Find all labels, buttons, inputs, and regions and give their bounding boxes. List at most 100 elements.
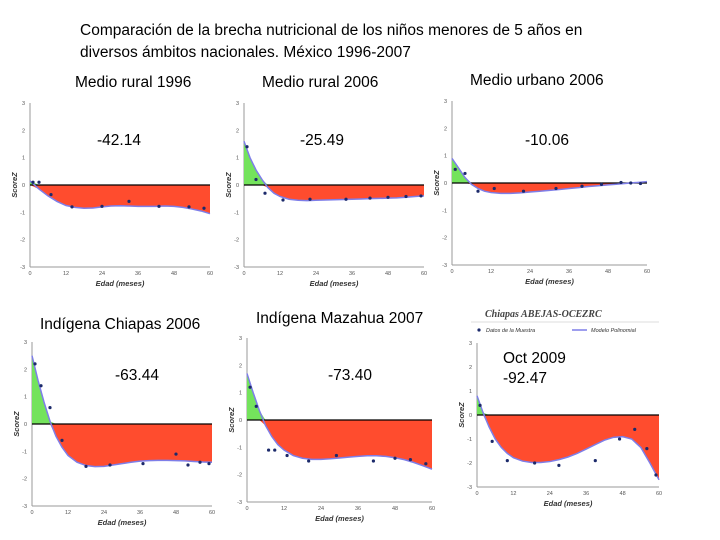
x-tick-label: 0 [245, 506, 248, 512]
surplus-area [30, 180, 210, 185]
y-tick-label: -1 [467, 437, 472, 443]
y-tick-label: -3 [467, 485, 472, 491]
x-tick-label: 12 [277, 271, 283, 277]
data-point [419, 194, 423, 198]
data-point [273, 448, 277, 452]
value-label-urbano-2006: -10.06 [525, 132, 569, 149]
data-point [281, 198, 285, 202]
x-tick-label: 48 [392, 506, 398, 512]
chart-abejas-ocezrc: 3 2 1 0 -1 -2 -3 0 12 24 36 48 60 Edad (meses) ScoreZ C… [455, 305, 667, 515]
x-tick-label: 12 [488, 269, 494, 275]
data-point [248, 385, 252, 389]
y-axis-title: ScoreZ [457, 402, 466, 428]
y-tick-label: 2 [239, 363, 242, 369]
x-tick-label: 24 [318, 506, 324, 512]
data-point [186, 463, 190, 467]
data-point [263, 191, 267, 195]
value-label-abejas-ocezrc: Oct 2009 -92.47 [503, 350, 566, 387]
data-point [453, 167, 457, 171]
x-tick-label: 48 [171, 271, 177, 277]
x-tick-label: 12 [65, 510, 71, 516]
panel-title-urbano-2006: Medio urbano 2006 [470, 72, 604, 89]
x-tick-label: 60 [644, 269, 650, 275]
y-tick-label: 3 [444, 99, 447, 105]
x-tick-label: 24 [99, 271, 105, 277]
x-tick-label: 60 [656, 491, 662, 497]
data-point [476, 189, 480, 193]
y-tick-label: -2 [234, 238, 239, 244]
deficit-area [477, 415, 659, 480]
data-point [245, 145, 249, 149]
deficit-area [244, 185, 424, 201]
y-tick-label: -1 [234, 210, 239, 216]
data-point [521, 189, 526, 193]
data-point [478, 403, 482, 407]
x-axis-title: Edad (meses) [96, 279, 145, 288]
y-tick-label: 1 [22, 156, 25, 162]
x-tick-label: 60 [429, 506, 435, 512]
data-point [554, 186, 558, 191]
data-point [33, 362, 37, 366]
y-tick-label: -3 [22, 504, 27, 510]
data-point [187, 205, 191, 209]
y-tick-label: 3 [469, 341, 472, 347]
x-tick-label: 48 [605, 269, 611, 275]
surplus-area [452, 158, 647, 183]
data-point [48, 406, 52, 410]
x-axis-title: Edad (meses) [544, 499, 593, 508]
series-curve [31, 355, 213, 468]
x-tick-label: 36 [349, 271, 355, 277]
legend-marker-points [477, 328, 481, 332]
data-point [334, 453, 339, 458]
y-tick-label: 2 [22, 128, 25, 134]
data-point [492, 186, 496, 191]
value-label-chiapas-2006: -63.44 [115, 367, 159, 384]
y-tick-label: -3 [237, 500, 242, 506]
value-label-rural-1996: -42.14 [97, 132, 141, 149]
y-axis-title: ScoreZ [224, 172, 233, 198]
y-tick-label: -1 [22, 449, 27, 455]
y-tick-label: 0 [236, 183, 239, 189]
y-tick-label: 1 [444, 154, 447, 160]
data-point [633, 427, 637, 431]
chart-rural-2006: 3 2 1 0 -1 -2 -3 0 12 24 36 48 60 Edad (meses) ScoreZ [222, 95, 432, 295]
data-point [31, 180, 35, 184]
y-axis-title: ScoreZ [12, 411, 21, 437]
data-point [285, 453, 289, 458]
x-tick-label: 48 [620, 491, 626, 497]
data-point [393, 456, 397, 460]
x-tick-label: 36 [135, 271, 141, 277]
y-tick-label: -1 [20, 210, 25, 216]
data-point [463, 171, 467, 176]
panel-title-chiapas-2006: Indígena Chiapas 2006 [40, 316, 201, 333]
x-tick-label: 60 [421, 271, 427, 277]
y-tick-label: -3 [442, 263, 447, 269]
data-point [629, 181, 633, 185]
data-point [266, 448, 271, 452]
data-point [254, 177, 258, 182]
x-tick-label: 24 [101, 510, 107, 516]
series-curve [243, 141, 425, 202]
y-tick-label: 1 [469, 389, 472, 395]
data-point [307, 459, 311, 463]
data-point [645, 447, 649, 451]
y-tick-label: -2 [20, 238, 25, 244]
data-point [308, 197, 312, 201]
data-point [202, 206, 206, 210]
y-axis-title: ScoreZ [10, 172, 19, 198]
data-point [49, 192, 53, 197]
chart-mazahua-2007: 3 2 1 0 -1 -2 -3 0 12 24 36 48 60 Edad (meses) ScoreZ [225, 330, 440, 530]
deficit-area [247, 420, 432, 470]
y-tick-label: -2 [22, 477, 27, 483]
x-tick-label: 36 [566, 269, 572, 275]
y-tick-label: 2 [236, 128, 239, 134]
data-point [39, 384, 43, 388]
y-tick-label: 0 [239, 418, 242, 424]
y-tick-label: -3 [20, 265, 25, 271]
data-point [157, 204, 161, 208]
slide-title: Comparación de la brecha nutricional de … [80, 22, 583, 61]
x-tick-label: 0 [30, 510, 33, 516]
x-tick-label: 36 [137, 510, 143, 516]
